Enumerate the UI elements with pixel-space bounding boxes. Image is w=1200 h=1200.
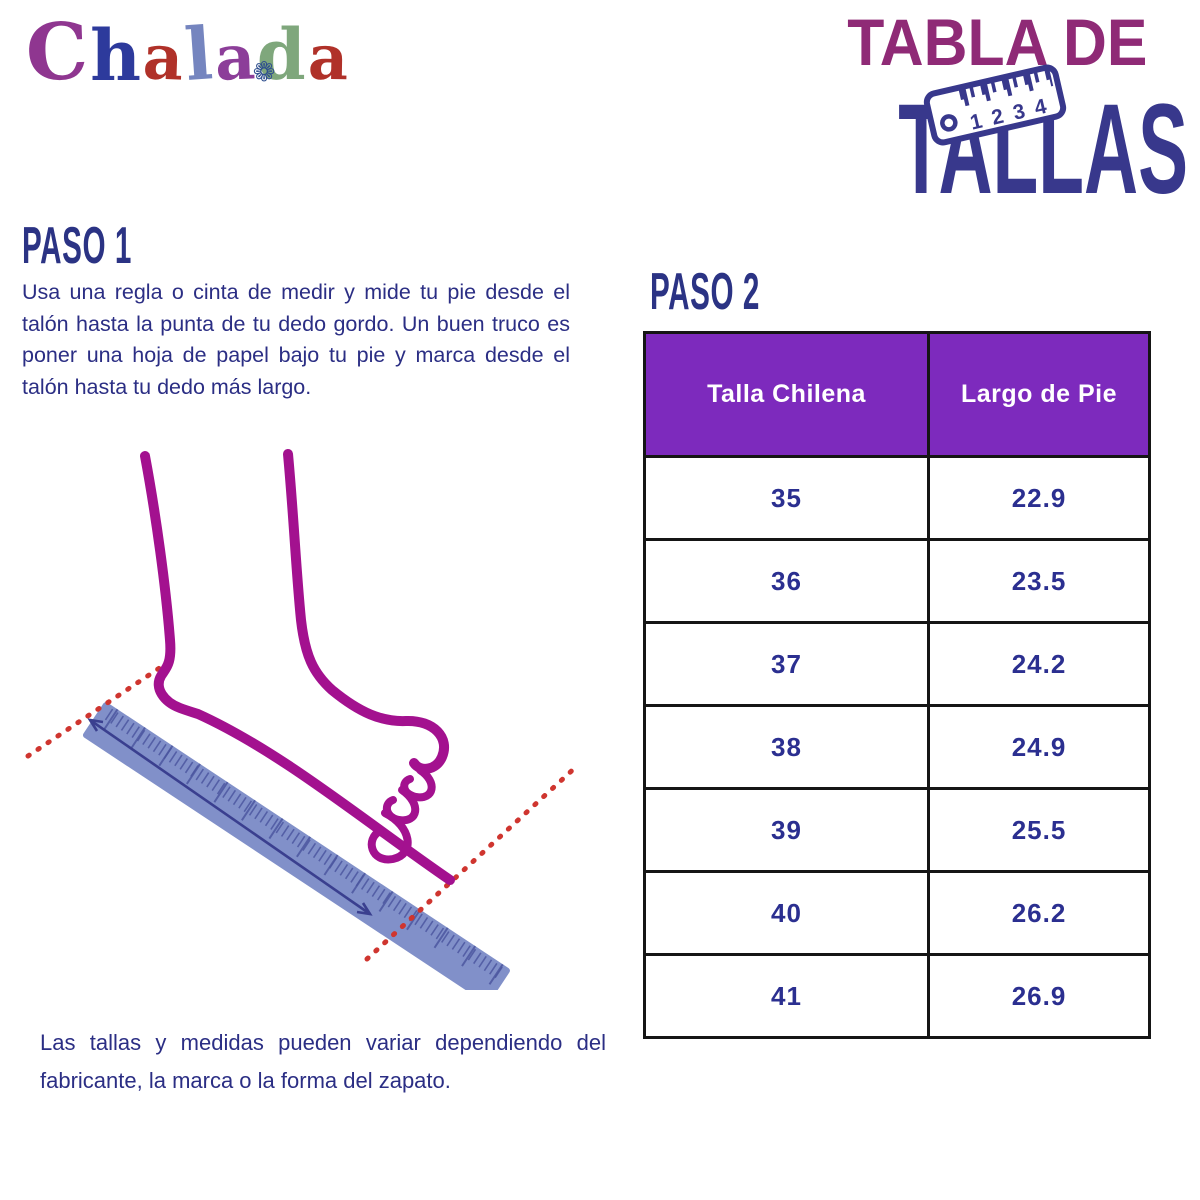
table-row: 38 24.9 [643,704,1151,790]
toe-curl [400,766,436,802]
largo-cell: 24.9 [927,704,1151,790]
talla-cell: 35 [643,455,930,541]
logo-letter: a [213,20,258,95]
measurement-arrow [89,718,371,916]
arrowhead [87,718,104,732]
talla-cell: 38 [643,704,930,790]
foot-back-outline [140,451,455,885]
column-header-talla-chilena: Talla Chilena [643,331,930,458]
foot-front-outline [283,449,449,774]
logo-letter: h [90,14,143,97]
logo-letter: l [182,10,218,97]
ruler-number: 4 [1032,95,1049,120]
ruler-number: 1 [968,110,985,135]
largo-cell: 22.9 [927,455,1151,541]
chalada-logo: Chalad ❁ a [24,5,351,100]
heel-mark-line [25,658,173,759]
table-row: 41 26.9 [643,953,1151,1039]
logo-letter: a [307,20,351,95]
talla-cell: 36 [643,538,930,624]
flower-icon: ❁ [252,57,278,88]
size-table-header-row: Talla Chilena Largo de Pie [643,331,1151,458]
table-row: 35 22.9 [643,455,1151,541]
table-row: 37 24.2 [643,621,1151,707]
talla-cell: 39 [643,787,930,873]
ruler-icon: 1 2 3 4 [923,64,1067,146]
largo-cell: 25.5 [927,787,1151,873]
size-table: Talla Chilena Largo de Pie 35 22.9 36 23… [643,331,1151,1039]
table-row: 36 23.5 [643,538,1151,624]
logo-letter: C [24,5,92,100]
logo-letter: d ❁ [252,13,308,96]
largo-cell: 23.5 [927,538,1151,624]
largo-cell: 26.9 [927,953,1151,1039]
paso1-instructions: Usa una regla o cinta de medir y mide tu… [22,280,570,399]
title-line-1: TABLA DE [847,5,1148,79]
toe-mark-line [364,762,581,962]
largo-cell: 24.2 [927,621,1151,707]
talla-cell: 40 [643,870,930,956]
foot-measurement-illustration [25,449,581,990]
paso2-heading: PASO 2 [650,263,760,321]
disclaimer-text: Las tallas y medidas pueden variar depen… [40,1030,606,1093]
ruler-number: 3 [1011,100,1028,125]
table-row: 39 25.5 [643,787,1151,873]
ruler-number: 2 [989,105,1006,130]
column-header-largo-de-pie: Largo de Pie [927,331,1151,458]
paso1-heading: PASO 1 [22,217,132,275]
logo-letter: a [141,20,187,95]
toe-curl [367,809,412,864]
table-row: 40 26.2 [643,870,1151,956]
largo-cell: 26.2 [927,870,1151,956]
talla-cell: 37 [643,621,930,707]
talla-cell: 41 [643,953,930,1039]
arrowhead [356,902,373,916]
page-title: TABLA DE TALLAS 1 2 3 4 [835,0,1188,220]
